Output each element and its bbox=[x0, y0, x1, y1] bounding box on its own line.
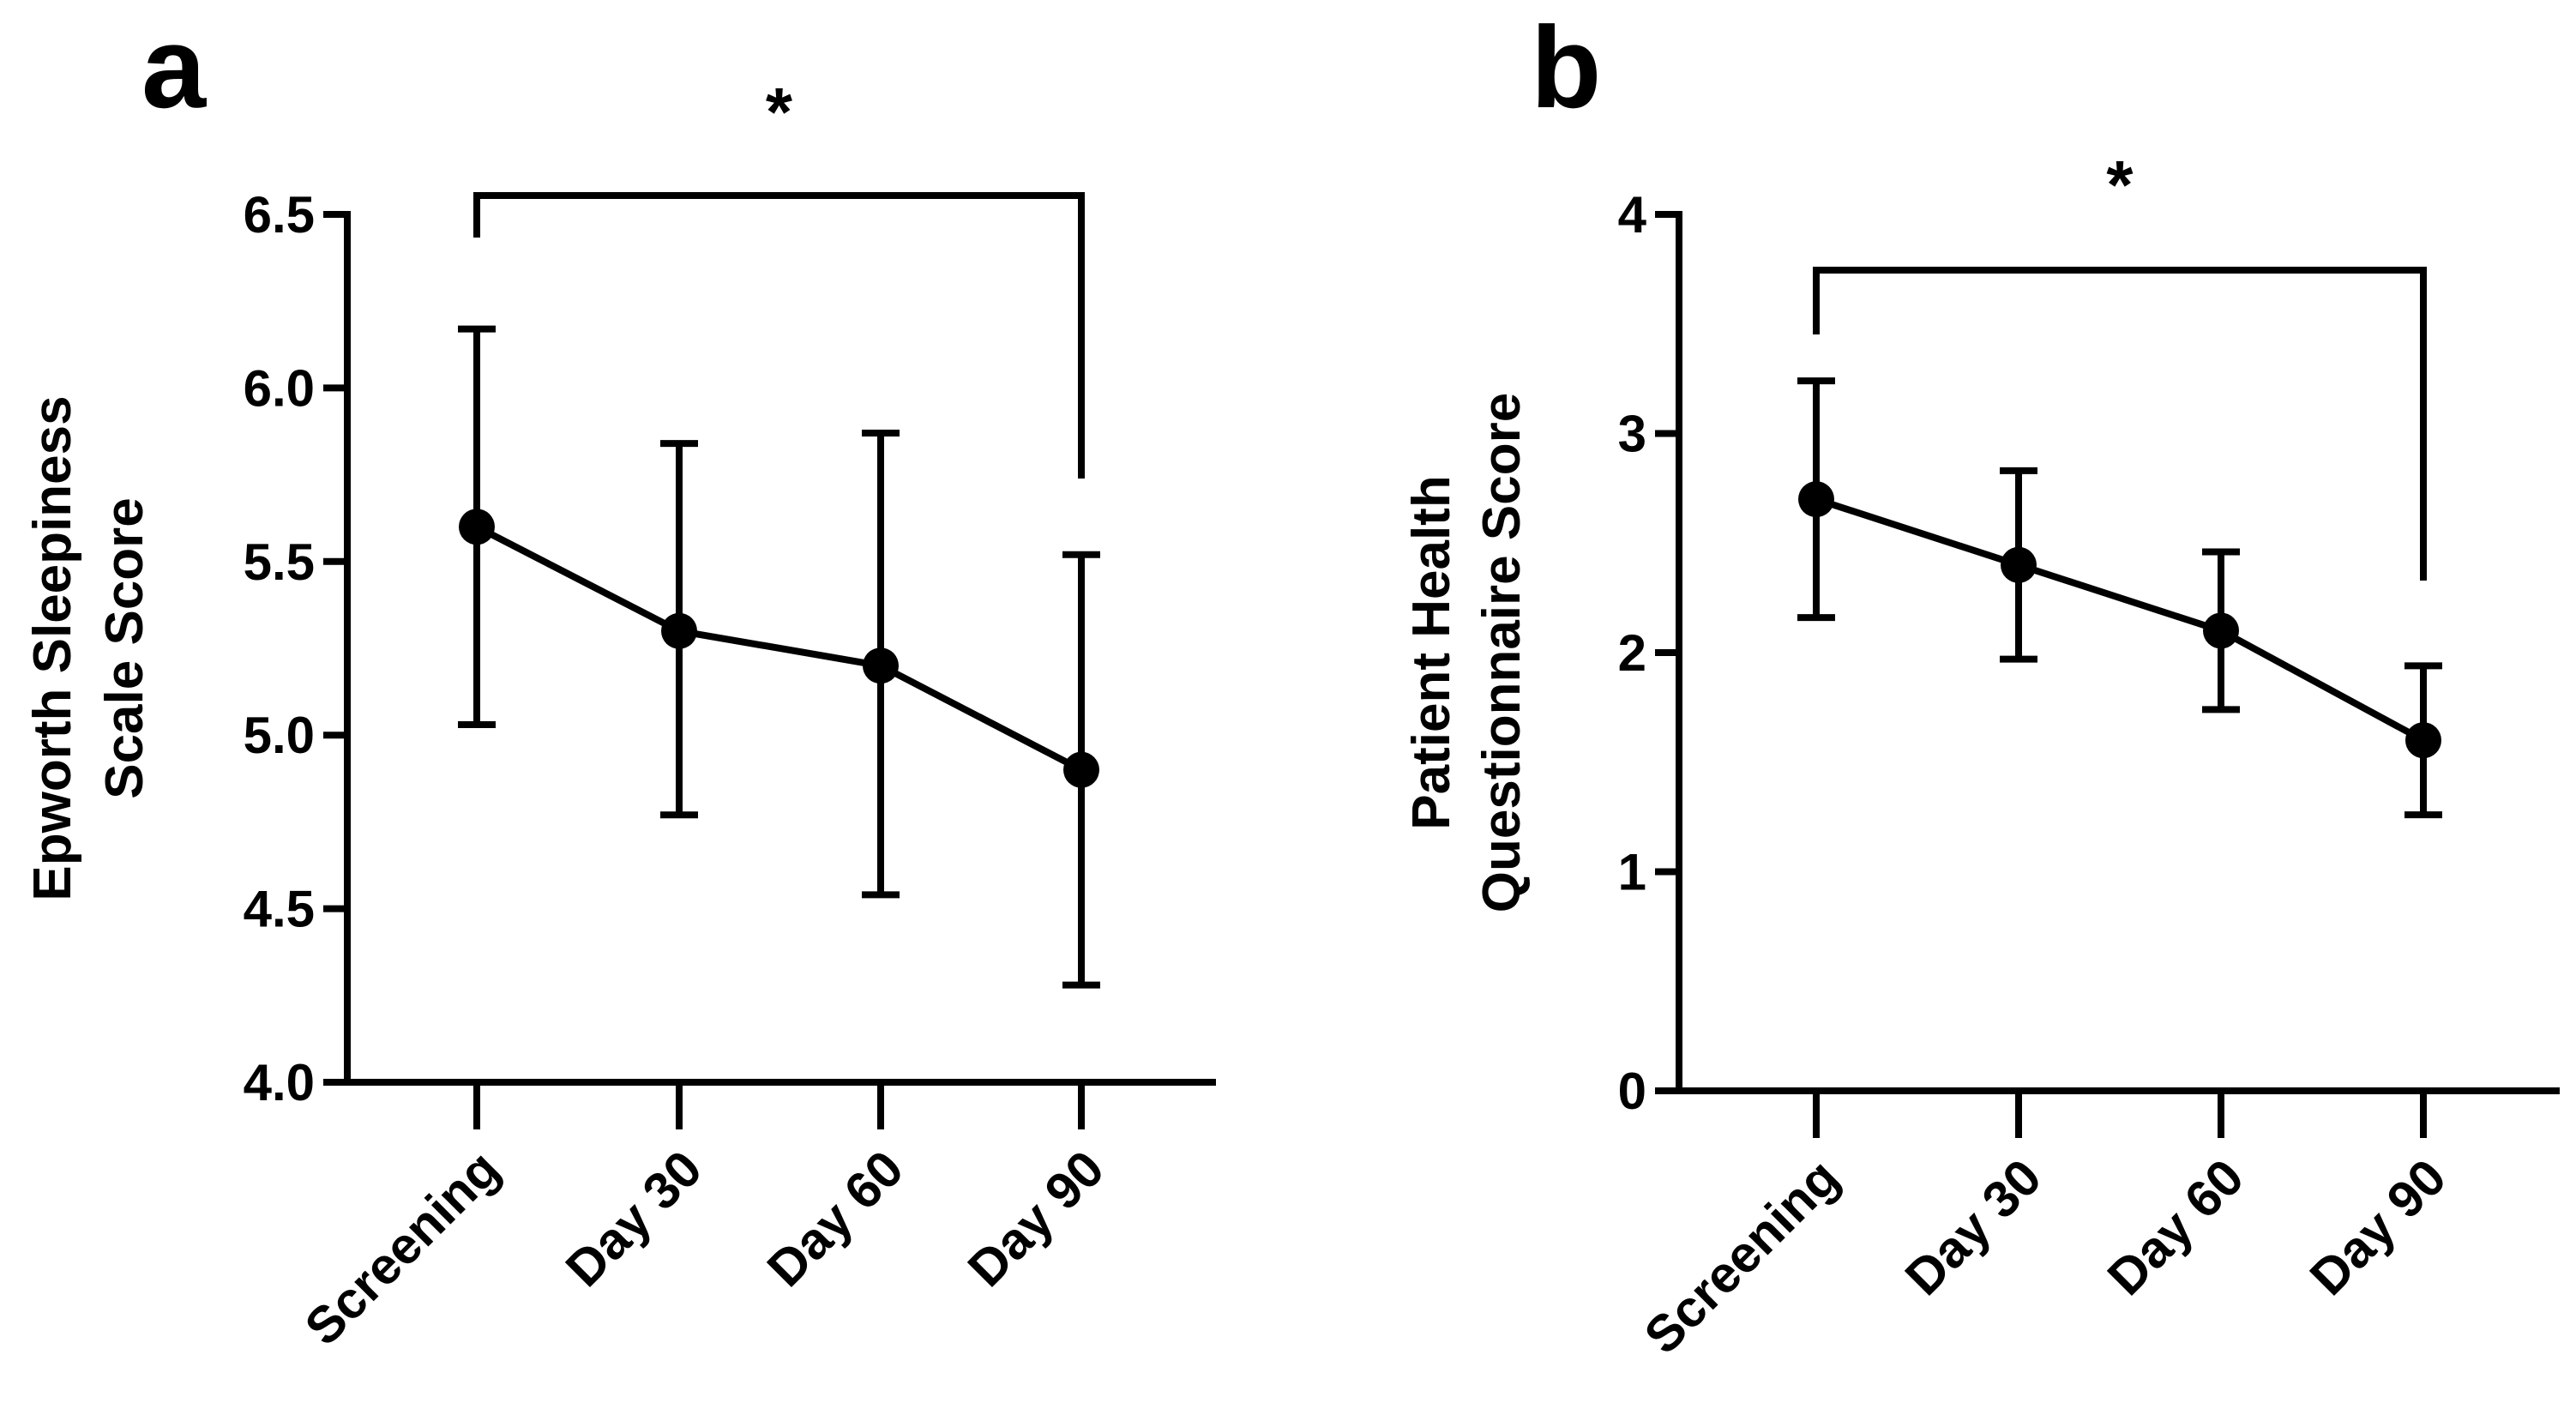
panel-b-significance-bracket bbox=[1813, 267, 2427, 581]
panel-a-y-axis-title: Scale Score bbox=[95, 497, 154, 799]
panel-a-data-point bbox=[459, 509, 495, 545]
panel-a: a 4.0 4.5 5.0 5.5 6.0 6.5 Screening Day 30 Day 6… bbox=[23, 3, 1216, 1356]
panel-b-x-tick-label: Day 60 bbox=[2097, 1148, 2254, 1306]
panel-a-data-point bbox=[1063, 751, 1099, 788]
panel-b-significance-star: * bbox=[2106, 147, 2134, 223]
panel-b-y-axis-title: Questionnaire Score bbox=[1472, 393, 1532, 912]
panel-b-y-tick-label: 1 bbox=[1618, 844, 1646, 901]
panel-b-y-tick-label: 0 bbox=[1618, 1063, 1646, 1120]
panel-b-y-tick-label: 3 bbox=[1618, 406, 1646, 463]
panel-b-label: b bbox=[1531, 3, 1601, 132]
panel-a-y-tick-label: 4.0 bbox=[244, 1054, 315, 1111]
panel-b-data-point bbox=[2001, 546, 2037, 583]
panel-a-x-tick-label: Screening bbox=[294, 1140, 511, 1357]
panel-a-x-tick-label: Day 90 bbox=[957, 1140, 1115, 1298]
panel-a-data-point bbox=[661, 612, 697, 649]
panel-b-x-tick-label: Day 30 bbox=[1894, 1148, 2052, 1306]
panel-b-y-tick-label: 2 bbox=[1618, 624, 1646, 682]
panel-a-y-axis-title: Epworth Sleepiness bbox=[23, 395, 82, 900]
panel-a-y-tick-label: 4.5 bbox=[244, 881, 315, 938]
panel-a-y-tick-label: 6.0 bbox=[244, 359, 315, 417]
panel-b-x-tick-label: Day 90 bbox=[2299, 1148, 2457, 1306]
panel-a-y-tick-label: 5.5 bbox=[244, 533, 315, 591]
panel-b-x-tick-label: Screening bbox=[1634, 1148, 1851, 1365]
panel-b-y-axis-title: Patient Health bbox=[1402, 475, 1461, 829]
panel-a-significance-star: * bbox=[766, 74, 793, 150]
panel-b-data-point bbox=[2203, 612, 2239, 649]
panel-a-y-tick-label: 6.5 bbox=[244, 186, 315, 244]
panel-a-data-point bbox=[863, 647, 899, 684]
panel-a-y-tick-label: 5.0 bbox=[244, 707, 315, 764]
panel-b-series-line bbox=[1815, 496, 2425, 744]
panel-a-x-tick-label: Day 60 bbox=[756, 1140, 914, 1298]
panel-b: b 0 1 2 3 4 Screening Day 30 Day 60 Day 90 Patien… bbox=[1402, 3, 2560, 1364]
panel-b-y-tick-label: 4 bbox=[1618, 186, 1647, 244]
panel-a-significance-bracket bbox=[473, 192, 1085, 479]
panel-a-label: a bbox=[141, 3, 207, 132]
panel-b-data-point bbox=[1798, 481, 1834, 518]
panel-b-data-point bbox=[2405, 722, 2441, 759]
panel-a-x-tick-label: Day 30 bbox=[555, 1140, 713, 1298]
panel-a-series-line bbox=[475, 523, 1083, 774]
